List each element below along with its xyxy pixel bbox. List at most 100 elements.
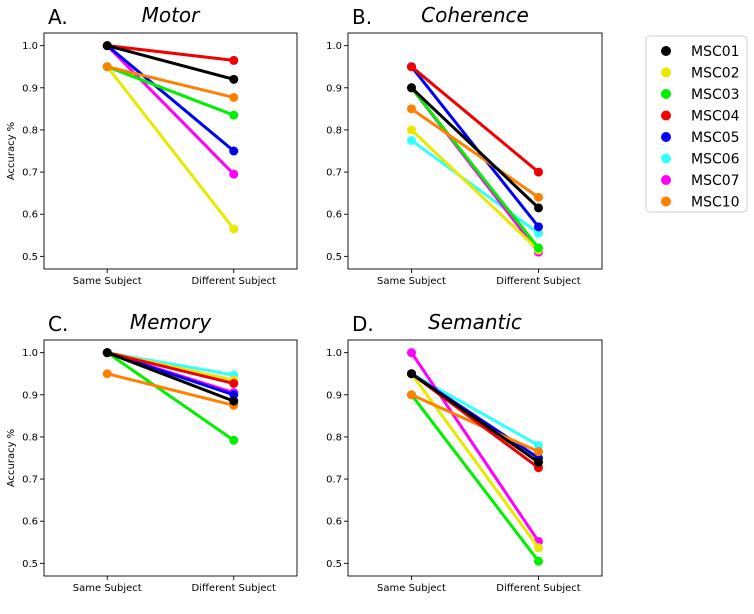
data-point-msc05: [229, 390, 239, 400]
data-point-msc06: [534, 440, 543, 450]
x-tick-label: Different Subject: [496, 583, 580, 594]
data-point-msc04: [229, 378, 239, 388]
legend-marker-msc05: [661, 132, 671, 142]
data-point-msc07: [407, 348, 416, 358]
x-tick-label: Different Subject: [192, 276, 276, 287]
series-line-msc03: [410, 393, 540, 563]
y-tick-label: 0.7: [326, 168, 342, 179]
data-point-msc01: [407, 369, 416, 379]
data-point-msc06: [534, 228, 543, 238]
legend-marker-msc02: [661, 67, 671, 78]
series-line-msc01: [410, 86, 540, 209]
y-tick-label: 1.0: [326, 41, 342, 52]
series-line-msc10: [106, 65, 235, 99]
legend-marker-msc10: [661, 196, 671, 207]
plot-frame: [43, 32, 298, 270]
data-point-msc03: [534, 243, 543, 253]
data-point-msc06: [407, 135, 416, 145]
panel-title: Coherence: [421, 3, 529, 27]
y-tick-label: 0.6: [22, 210, 38, 221]
data-point-msc10: [407, 104, 416, 114]
y-axis-label: Accuracy %: [6, 429, 17, 487]
panel-title: Semantic: [428, 310, 522, 334]
chart-panel-3: 0.5 0.6 0.7 0.8 0.9 1.0 Same Subject Different …: [6, 310, 298, 594]
data-point-msc10: [229, 92, 239, 102]
data-point-msc10: [407, 390, 416, 400]
x-tick-label: Different Subject: [192, 583, 276, 594]
y-tick-label: 0.9: [326, 83, 342, 94]
x-tick-label: Same Subject: [73, 276, 142, 287]
legend-marker-msc04: [661, 110, 671, 121]
data-point-msc07: [229, 169, 239, 179]
legend-label-msc07: MSC07: [691, 173, 740, 189]
data-point-msc01: [534, 203, 543, 213]
series-line-msc06: [410, 372, 540, 447]
data-point-msc03: [229, 435, 239, 445]
data-point-msc05: [229, 146, 239, 156]
series-line-msc10: [106, 372, 235, 407]
y-tick-label: 1.0: [22, 348, 38, 359]
data-point-msc03: [229, 110, 239, 120]
y-tick-label: 0.9: [22, 83, 38, 94]
y-tick-label: 0.9: [326, 390, 342, 401]
chart-panel-2: 0.5 0.6 0.7 0.8 0.9 1.0 Same Subject Different …: [326, 3, 603, 287]
legend-marker-msc06: [661, 153, 671, 164]
series-line-msc05: [106, 44, 235, 153]
y-tick-label: 0.5: [326, 559, 342, 570]
data-point-msc01: [229, 74, 239, 84]
plot-frame: [347, 32, 603, 270]
series-line-msc07: [106, 44, 235, 176]
y-tick-label: 0.6: [22, 517, 38, 528]
legend-label-msc10: MSC10: [691, 195, 740, 211]
series-line-msc10: [410, 107, 540, 199]
y-tick-label: 0.7: [22, 168, 38, 179]
legend: MSC01 MSC02 MSC03 MSC04 MSC05 MSC06 MSC07 MSC10: [645, 35, 748, 213]
legend-label-msc04: MSC04: [691, 109, 740, 125]
y-tick-label: 0.7: [22, 475, 38, 486]
series-line-msc10: [410, 393, 540, 454]
series-line-msc04: [107, 44, 234, 62]
panel-letter: C.: [48, 312, 68, 336]
y-tick-label: 1.0: [22, 41, 38, 52]
data-point-msc02: [229, 224, 239, 234]
chart-panel-4: 0.5 0.6 0.7 0.8 0.9 1.0 Same Subject Different …: [326, 310, 603, 594]
y-tick-label: 0.8: [22, 125, 38, 136]
y-tick-label: 0.7: [326, 475, 342, 486]
data-point-msc01: [102, 348, 112, 358]
legend-label-msc02: MSC02: [691, 66, 740, 82]
x-tick-label: Same Subject: [73, 583, 142, 594]
panel-title: Motor: [142, 3, 202, 27]
legend-marker-msc07: [661, 175, 671, 185]
series-line-msc02: [106, 65, 235, 230]
legend-label-msc03: MSC03: [691, 87, 740, 103]
data-point-msc10: [102, 62, 112, 72]
data-point-msc10: [534, 447, 543, 457]
data-point-msc01: [229, 396, 239, 406]
data-point-msc01: [102, 41, 112, 51]
y-tick-label: 0.8: [326, 125, 342, 136]
series-line-msc06: [410, 139, 540, 235]
x-tick-label: Different Subject: [496, 276, 580, 287]
y-tick-label: 0.6: [326, 517, 342, 528]
series-line-msc03: [106, 351, 235, 442]
data-point-msc10: [102, 369, 112, 379]
data-point-msc02: [534, 543, 543, 553]
panel-letter: B.: [352, 5, 372, 29]
plot-frame: [43, 339, 298, 577]
y-tick-label: 0.5: [326, 252, 342, 263]
y-tick-label: 0.5: [22, 252, 38, 263]
x-tick-label: Same Subject: [377, 583, 446, 594]
y-tick-label: 0.6: [326, 210, 342, 221]
data-point-msc04: [229, 55, 239, 65]
legend-marker-msc01: [661, 46, 671, 56]
data-point-msc02: [407, 125, 416, 135]
legend-box: [645, 35, 748, 213]
data-point-msc10: [534, 192, 543, 202]
y-tick-label: 0.8: [22, 432, 38, 443]
series-line-msc04: [410, 65, 540, 174]
chart-panel-1: 0.5 0.6 0.7 0.8 0.9 1.0 Same Subject Different …: [6, 3, 298, 287]
data-point-msc04: [407, 62, 416, 72]
panel-letter: D.: [352, 312, 374, 336]
series-line-msc03: [106, 65, 235, 117]
y-axis-label: Accuracy %: [6, 122, 17, 180]
